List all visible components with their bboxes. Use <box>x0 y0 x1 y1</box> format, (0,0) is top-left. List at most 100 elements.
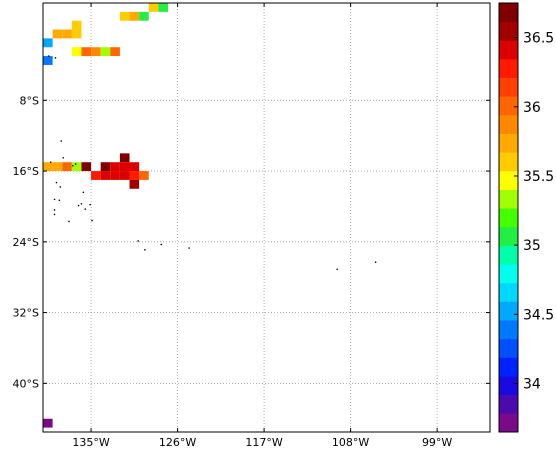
x-tick-label: 99°W <box>422 436 452 449</box>
island-dot <box>77 204 80 207</box>
island-dot <box>144 248 146 251</box>
colorbar-segment <box>499 77 518 97</box>
colorbar-segment <box>499 3 518 23</box>
heatmap-cell <box>129 11 140 21</box>
colorbar-tick-label: 34 <box>523 377 541 393</box>
heatmap-cell <box>129 179 140 189</box>
heatmap-cell <box>110 171 120 180</box>
island-dot <box>49 161 52 164</box>
island-dot <box>160 243 163 246</box>
heatmap-cell <box>110 47 120 57</box>
colorbar-tick-label: 36.5 <box>523 31 554 47</box>
heatmap-cell <box>62 162 72 172</box>
heatmap-cell <box>119 171 130 180</box>
colorbar-tick-label: 35.5 <box>523 169 554 185</box>
heatmap-cell <box>119 162 130 172</box>
x-tick-label: 108°W <box>332 436 369 449</box>
colorbar-segment <box>499 152 518 172</box>
colorbar-segment <box>499 282 518 302</box>
heatmap-cell <box>139 171 149 180</box>
heatmap-cell <box>43 56 53 65</box>
colorbar-segment <box>499 357 518 377</box>
plot-frame <box>42 2 491 433</box>
colorbar-tick-label: 36 <box>523 100 541 116</box>
x-tick-label: 135°W <box>72 436 109 449</box>
heatmap-cell <box>100 162 111 172</box>
colorbar-segment <box>499 376 518 396</box>
heatmap-cell <box>43 162 53 172</box>
heatmap-cell <box>43 38 53 48</box>
heatmap-cell <box>52 29 63 39</box>
island-dot <box>89 203 91 206</box>
heatmap-cell <box>91 171 101 180</box>
colorbar-segment <box>499 58 518 79</box>
heatmap-cell <box>129 171 140 180</box>
island-dot <box>80 202 83 205</box>
y-tick-label: 40°S <box>13 377 39 390</box>
y-tick-label: 8°S <box>20 94 39 107</box>
colorbar-segment <box>499 96 518 116</box>
heatmap-cell <box>158 3 168 12</box>
colorbar-segment <box>499 133 518 153</box>
colorbar-segment <box>499 21 518 41</box>
island-dot <box>55 181 58 184</box>
island-dot <box>72 164 74 167</box>
colorbar-segment <box>499 245 518 265</box>
island-dot <box>336 268 338 271</box>
y-tick-label: 24°S <box>13 236 39 249</box>
heatmap-cell <box>139 11 149 21</box>
heatmap-cell <box>129 162 140 172</box>
heatmap-cell <box>52 162 63 172</box>
colorbar: 34 34.5 35 35.5 36 36.5 <box>498 2 554 433</box>
y-tick-label: 16°S <box>13 165 39 178</box>
heatmap-cell <box>71 47 82 57</box>
island-dot <box>374 261 377 263</box>
heatmap-cell <box>148 3 159 12</box>
island-dot <box>53 213 56 216</box>
colorbar-segment <box>499 189 518 209</box>
plot-area: 135°W 126°W 117°W 108°W 99°W 8°S 16°S 24°S 32°S 4… <box>13 2 491 449</box>
heatmap-cell <box>81 162 92 172</box>
heatmap-cell <box>91 47 101 57</box>
colorbar-segment <box>499 320 518 340</box>
heatmap-cell <box>100 171 111 180</box>
colorbar-segment <box>499 208 518 228</box>
heatmap-cell <box>62 29 72 39</box>
heatmap-cell <box>81 47 92 57</box>
island-dot <box>137 240 139 242</box>
island-dot <box>68 220 70 223</box>
heatmap-cell <box>71 162 82 172</box>
island-dot <box>74 163 77 165</box>
colorbar-segment <box>499 264 518 284</box>
island-dot <box>59 186 62 188</box>
heatmap-cell <box>71 29 82 39</box>
x-tick-label: 126°W <box>159 436 196 449</box>
island-dot <box>84 208 87 210</box>
heatmap-cell <box>43 418 53 428</box>
heatmap-cell <box>119 11 130 21</box>
island-dot <box>188 247 190 249</box>
island-dot <box>53 209 56 211</box>
colorbar-segment <box>499 413 518 433</box>
colorbar-segment <box>499 114 518 134</box>
colorbar-segment <box>499 394 518 414</box>
island-dot <box>60 140 63 142</box>
island-dot <box>54 57 57 59</box>
heatmap-cell <box>119 153 130 163</box>
colorbar-segment <box>499 40 518 60</box>
colorbar-segment <box>499 338 518 358</box>
island-dot <box>47 55 50 57</box>
island-dot <box>53 198 56 201</box>
colorbar-segment <box>499 226 518 246</box>
plot-background <box>43 3 490 432</box>
island-dot <box>91 219 93 222</box>
y-tick-label: 32°S <box>13 307 39 320</box>
heatmap-cell <box>110 162 120 172</box>
heatmap-cell <box>100 47 111 57</box>
x-tick-label: 117°W <box>245 436 282 449</box>
colorbar-segment <box>499 170 518 190</box>
island-dot <box>58 199 61 202</box>
colorbar-segment <box>499 301 518 321</box>
heatmap-cell <box>71 20 82 30</box>
